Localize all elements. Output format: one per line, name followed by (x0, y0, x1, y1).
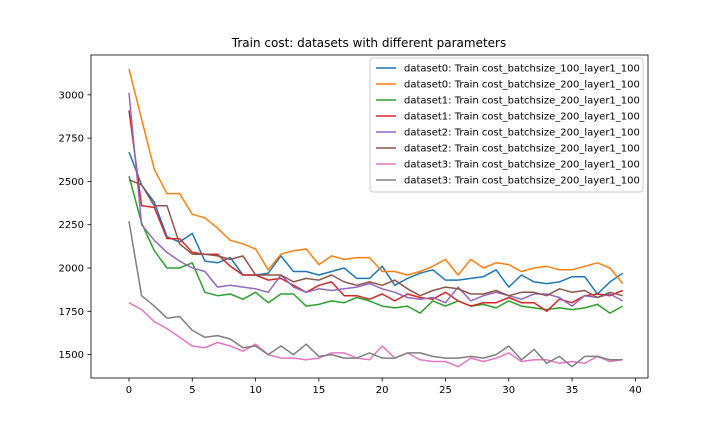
series-line-0 (128, 151, 624, 295)
series-line-2 (128, 176, 624, 314)
x-tick-label: 30 (502, 385, 515, 396)
legend-box (369, 57, 644, 193)
x-tick-label: 40 (629, 385, 642, 396)
series-line-5 (128, 179, 623, 299)
chart-title: Train cost: datasets with different para… (231, 36, 506, 50)
legend-entry-1: dataset0: Train cost_batchsize_200_layer… (404, 80, 640, 91)
legend-entry-5: dataset2: Train cost_batchsize_200_layer… (404, 144, 640, 155)
x-tick-label: 25 (439, 385, 452, 396)
legend-entry-3: dataset1: Train cost_batchsize_200_layer… (404, 112, 640, 123)
series-line-6 (128, 302, 623, 368)
x-axis: 0 5 10 15 20 25 30 35 40 (126, 378, 642, 396)
x-tick-label: 35 (566, 385, 579, 396)
series-line-7 (128, 221, 623, 368)
legend-entry-0: dataset0: Train cost_batchsize_100_layer… (404, 64, 640, 75)
x-tick-label: 10 (249, 385, 262, 396)
x-tick-label: 20 (376, 385, 389, 396)
series-line-1 (128, 68, 624, 285)
y-tick-label: 2500 (59, 177, 84, 188)
y-tick-label: 3000 (59, 90, 84, 101)
y-axis: 1500 1750 2000 2250 2500 2750 3000 (59, 90, 91, 361)
y-tick-label: 2750 (59, 134, 84, 145)
legend-entry-6: dataset3: Train cost_batchsize_200_layer… (404, 160, 640, 171)
y-tick-label: 1500 (59, 350, 84, 361)
legend-entry-2: dataset1: Train cost_batchsize_200_layer… (404, 96, 640, 107)
x-tick-label: 0 (126, 385, 132, 396)
legend-entry-4: dataset2: Train cost_batchsize_200_layer… (404, 128, 640, 139)
legend-entry-7: dataset3: Train cost_batchsize_200_layer… (404, 176, 640, 187)
y-tick-label: 1750 (59, 307, 84, 318)
series-line-3 (128, 110, 623, 313)
x-tick-label: 5 (189, 385, 195, 396)
plot-frame (90, 54, 649, 379)
plot-lines (128, 68, 624, 368)
y-tick-label: 2250 (59, 220, 84, 231)
y-tick-label: 2000 (59, 264, 84, 275)
legend: dataset0: Train cost_batchsize_100_layer… (369, 57, 644, 193)
x-tick-label: 15 (312, 385, 325, 396)
